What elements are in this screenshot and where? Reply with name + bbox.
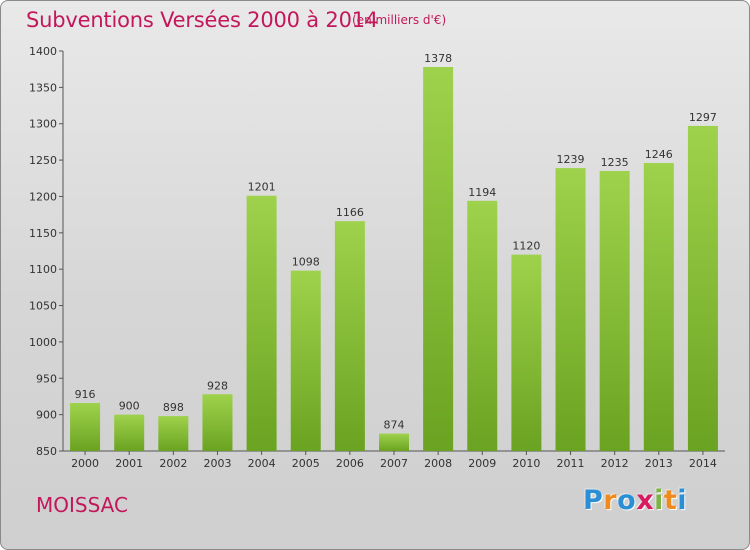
- bar-2009: [467, 200, 498, 451]
- data-label: 1098: [292, 256, 320, 269]
- data-label: 1166: [336, 206, 364, 219]
- logo-letter: x: [636, 485, 655, 516]
- y-tick-label: 1100: [29, 263, 57, 276]
- x-tick-label: 2010: [512, 457, 540, 470]
- y-tick-label: 1400: [29, 45, 57, 58]
- city-name: MOISSAC: [36, 493, 128, 517]
- bar-2003: [202, 394, 233, 451]
- y-tick-label: 1000: [29, 336, 57, 349]
- x-tick-label: 2006: [336, 457, 364, 470]
- logo-letter: i: [677, 485, 688, 516]
- x-tick-label: 2011: [557, 457, 585, 470]
- bar-2011: [555, 168, 586, 451]
- x-tick-label: 2012: [601, 457, 629, 470]
- logo-letter: P: [583, 485, 604, 516]
- y-tick-label: 850: [36, 445, 57, 458]
- chart-bars: [70, 67, 718, 451]
- bar-2001: [114, 414, 145, 451]
- data-label: 1239: [557, 153, 585, 166]
- y-tick-label: 1350: [29, 81, 57, 94]
- y-tick-label: 1050: [29, 300, 57, 313]
- data-label: 898: [163, 401, 184, 414]
- bar-2005: [290, 270, 321, 451]
- data-label: 1246: [645, 148, 673, 161]
- data-label: 928: [207, 379, 228, 392]
- logo-letter: i: [654, 485, 664, 516]
- x-tick-label: 2004: [248, 457, 276, 470]
- bar-2012: [599, 171, 630, 451]
- bar-2002: [158, 416, 189, 451]
- x-tick-label: 2001: [115, 457, 143, 470]
- proxiti-logo: Proxiti: [583, 485, 687, 516]
- y-tick-label: 1300: [29, 118, 57, 131]
- y-tick-label: 1150: [29, 227, 57, 240]
- x-tick-label: 2014: [689, 457, 717, 470]
- data-label: 1201: [248, 181, 276, 194]
- bar-2004: [246, 195, 277, 451]
- data-label: 1120: [512, 240, 540, 253]
- logo-letter: o: [617, 485, 637, 516]
- y-tick-label: 900: [36, 409, 57, 422]
- x-tick-label: 2005: [292, 457, 320, 470]
- x-tick-label: 2007: [380, 457, 408, 470]
- data-label: 916: [75, 388, 96, 401]
- y-tick-label: 950: [36, 372, 57, 385]
- data-label: 874: [384, 419, 405, 432]
- bar-2013: [643, 163, 674, 451]
- data-label: 1297: [689, 111, 717, 124]
- logo-letter: t: [663, 485, 678, 516]
- chart-y-ticks: 850 900 950 1000 1050 1100 1150 1200 1250 1300 135…: [29, 45, 63, 458]
- bar-2008: [423, 67, 454, 451]
- x-tick-label: 2008: [424, 457, 452, 470]
- x-tick-label: 2013: [645, 457, 673, 470]
- chart-x-ticks: 2000 2001 2002 2003 2004 2005 2006 2007 2008 2009…: [71, 451, 717, 470]
- bar-2006: [334, 221, 365, 451]
- x-tick-label: 2000: [71, 457, 99, 470]
- chart-title: Subventions Versées 2000 à 2014: [26, 8, 379, 32]
- logo-letter: r: [603, 485, 618, 516]
- bar-2000: [70, 403, 101, 451]
- bar-2010: [511, 254, 542, 451]
- x-tick-label: 2009: [468, 457, 496, 470]
- chart-subtitle: (en milliers d'€): [352, 13, 447, 27]
- x-tick-label: 2002: [159, 457, 187, 470]
- data-label: 900: [119, 400, 140, 413]
- data-label: 1235: [601, 156, 629, 169]
- y-tick-label: 1200: [29, 190, 57, 203]
- bar-2014: [687, 125, 718, 451]
- data-label: 1194: [468, 186, 496, 199]
- x-tick-label: 2003: [203, 457, 231, 470]
- y-tick-label: 1250: [29, 154, 57, 167]
- chart-data-labels: 916 900 898 928 1201 1098 1166 874 1378 1194 1120 1…: [75, 52, 717, 432]
- data-label: 1378: [424, 52, 452, 65]
- bar-2007: [379, 433, 409, 451]
